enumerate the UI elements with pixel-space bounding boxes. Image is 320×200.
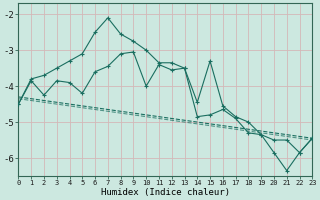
X-axis label: Humidex (Indice chaleur): Humidex (Indice chaleur) [101,188,230,197]
